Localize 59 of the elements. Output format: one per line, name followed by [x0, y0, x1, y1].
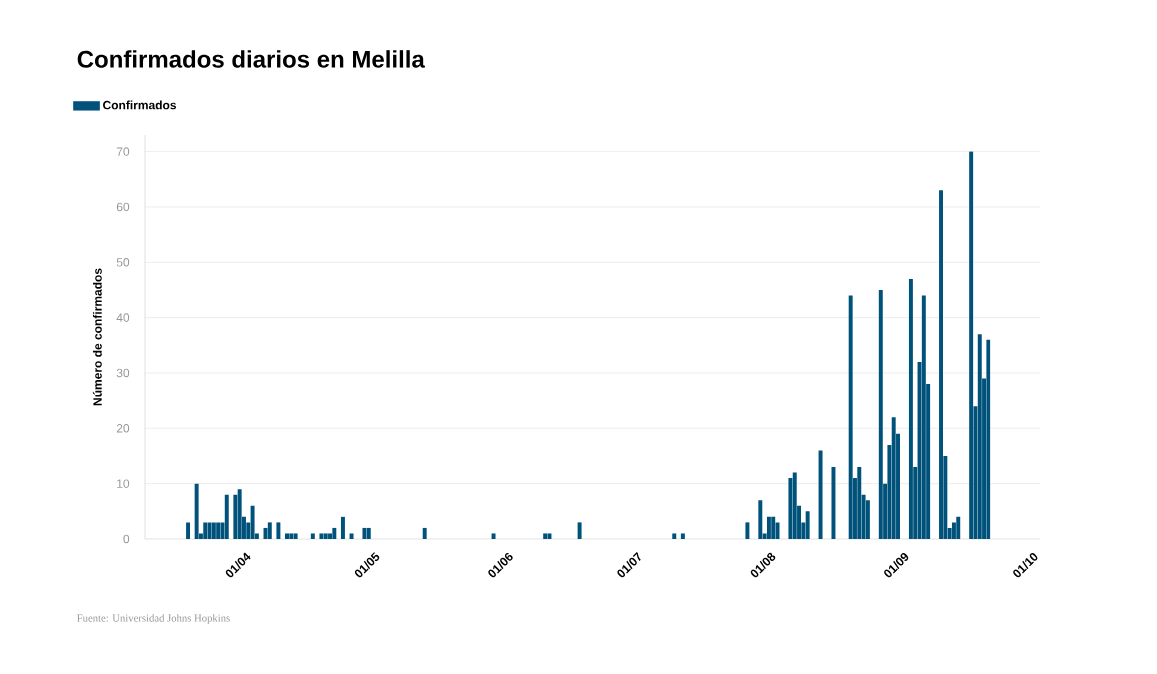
bar	[211, 522, 216, 539]
y-tick-label: 40	[116, 313, 130, 322]
bar	[340, 516, 345, 539]
y-tick-label: 30	[116, 368, 130, 378]
y-tick-label: 10	[117, 479, 130, 488]
bar	[216, 522, 221, 539]
y-tick-label: 20	[116, 424, 130, 433]
legend-label: Confirmados	[103, 100, 177, 110]
bar	[805, 511, 810, 539]
bar	[956, 516, 961, 539]
bar	[939, 190, 944, 539]
bar	[194, 483, 199, 539]
bar	[986, 339, 991, 539]
bar	[237, 489, 242, 539]
bar	[672, 533, 677, 539]
bar	[547, 533, 552, 539]
bar	[267, 522, 272, 539]
y-tick-label: 50	[116, 258, 130, 267]
y-tick-label: 60	[116, 202, 130, 212]
bar	[293, 533, 298, 539]
bar	[362, 527, 367, 539]
chart-title: Confirmados diarios en Melilla	[77, 50, 425, 68]
bar	[543, 533, 548, 539]
bar	[766, 516, 771, 539]
bar	[276, 522, 281, 539]
bar	[491, 533, 496, 539]
bar	[977, 334, 982, 539]
bar	[792, 472, 797, 539]
bar	[224, 494, 229, 539]
source-note: Fuente: Universidad Johns Hopkins	[77, 614, 230, 624]
bar	[758, 500, 763, 539]
bar	[969, 151, 974, 539]
y-axis-title: Número de confirmados	[92, 268, 102, 406]
bar	[848, 295, 853, 539]
bar	[745, 522, 750, 539]
bar	[857, 467, 862, 539]
bar	[285, 533, 289, 539]
bar	[332, 527, 337, 539]
bar	[289, 533, 294, 539]
bar	[366, 527, 371, 539]
bar	[422, 527, 427, 539]
bar	[203, 522, 208, 539]
bar	[323, 533, 328, 539]
y-tick-label: 0	[123, 534, 130, 544]
bar	[908, 278, 913, 539]
y-tick-label: 70	[116, 147, 130, 156]
bar	[349, 533, 354, 539]
bar	[207, 522, 212, 539]
bar	[818, 450, 823, 539]
bar	[921, 295, 926, 539]
bar	[319, 533, 324, 539]
bar	[878, 289, 883, 539]
bar	[577, 522, 582, 539]
bar	[310, 533, 315, 539]
bar	[250, 505, 255, 539]
bar	[771, 516, 776, 539]
bar	[831, 467, 836, 539]
bar	[680, 533, 685, 539]
bar	[891, 417, 896, 539]
